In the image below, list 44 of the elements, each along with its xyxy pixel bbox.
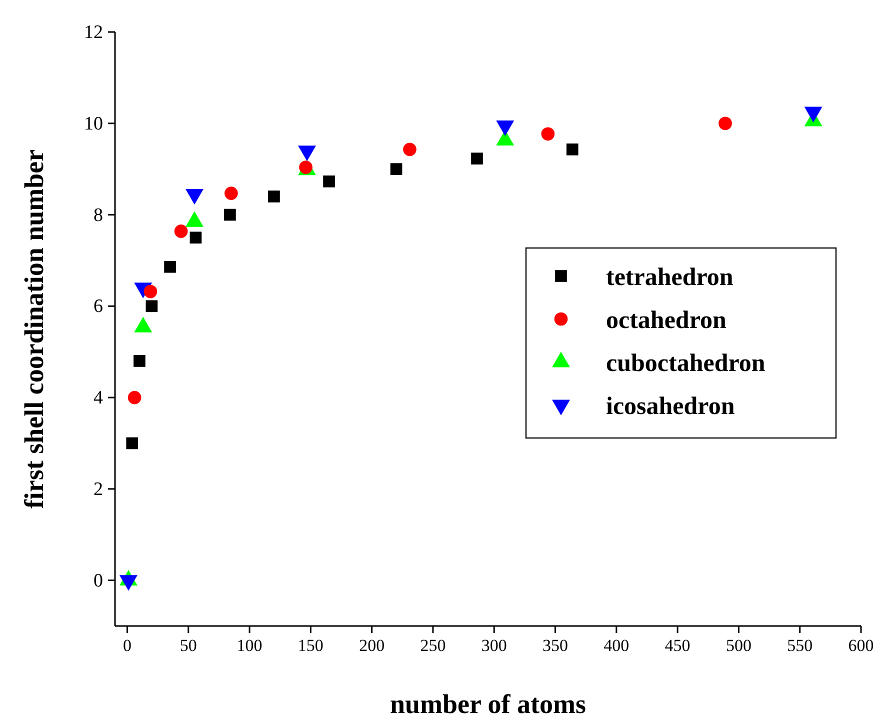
point [323,176,335,188]
point [566,144,578,156]
x-tick-label: 350 [542,636,568,655]
point [268,190,280,202]
point [146,300,158,312]
point [541,127,555,141]
y-tick-label: 4 [94,388,104,409]
x-tick-label: 200 [359,636,385,655]
y-axis-title: first shell coordination number [19,149,49,509]
y-tick-label: 10 [84,113,103,134]
y-tick-label: 12 [84,22,103,43]
point [390,163,402,175]
point [126,437,138,450]
y-tick-label: 0 [94,570,103,592]
x-tick-label: 450 [664,636,690,655]
legend-label: octahedron [606,307,726,334]
x-tick-label: 400 [604,636,630,655]
point [144,284,158,298]
point [190,232,202,244]
point [718,116,732,130]
y-tick-label: 2 [94,478,103,500]
legend-label: tetrahedron [606,264,734,291]
point [164,260,176,273]
point [471,152,483,164]
legend-label: icosahedron [606,393,735,420]
point [134,355,146,367]
y-tick-label: 6 [94,296,103,318]
x-axis-title: number of atoms [390,689,586,717]
x-tick-label: 600 [848,636,874,655]
x-tick-label: 250 [420,636,446,655]
x-tick-label: 100 [236,636,262,655]
x-tick-label: 150 [298,636,324,655]
x-tick-label: 500 [726,636,752,655]
point [403,142,416,156]
point [174,224,188,238]
legend-label: cuboctahedron [606,350,766,377]
y-tick-label: 8 [94,204,103,226]
point [128,390,142,404]
point [224,208,236,221]
x-tick-label: 0 [122,636,132,655]
x-tick-label: 550 [787,636,813,655]
point [224,186,238,200]
x-tick-label: 50 [180,636,197,655]
x-tick-label: 300 [481,636,507,655]
